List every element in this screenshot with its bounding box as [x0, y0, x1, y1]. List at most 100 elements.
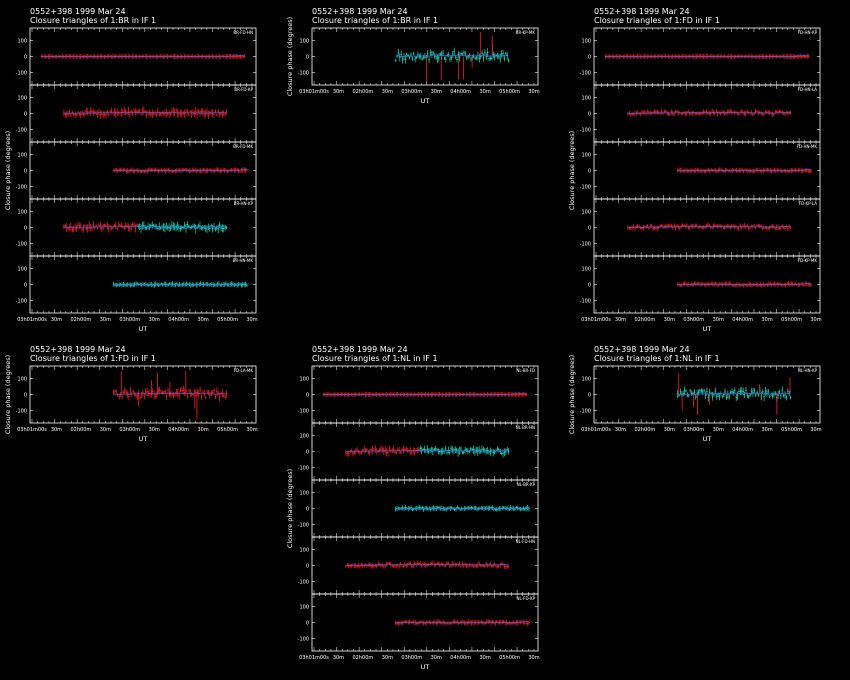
y-tick-label: 0: [24, 169, 27, 175]
y-tick-label: 100: [17, 39, 27, 45]
x-tick-label: 02h00m: [635, 317, 656, 323]
y-tick-label: 0: [588, 226, 591, 232]
y-tick-label: 100: [17, 153, 27, 159]
triangle-label: NL-BR-HN: [516, 425, 535, 430]
y-tick-label: 0: [306, 564, 309, 570]
triangle-strip-br-fd-kp: 100 0 -100 BR-FD-KP: [16, 84, 257, 143]
y-tick-label: -100: [298, 70, 309, 76]
x-tick-label: 30m: [246, 317, 257, 323]
triangle-strip-fd-hn-kp: 100 0 -100 FD-HN-KP: [580, 27, 821, 86]
x-tick-label: 30m: [382, 89, 393, 95]
triangle-strip-fd-kp-mk: 100 0 -100 FD-KP-MK: [580, 255, 821, 314]
x-tick-label: 03h01m00s: [299, 89, 329, 95]
triangle-strip-fd-hn-mk: 100 0 -100 FD-HN-MK: [580, 141, 821, 200]
y-tick-label: 0: [306, 450, 309, 456]
model-line: [627, 111, 791, 114]
model-line: [677, 282, 812, 285]
x-tick-label: 30m: [382, 655, 393, 661]
panel-title: 0552+398 1999 Mar 24: [30, 345, 126, 354]
x-tick-label: 03h01m00s: [581, 317, 611, 323]
y-tick-label: 0: [306, 507, 309, 513]
y-axis-label: Closure phase (degrees): [568, 131, 576, 210]
y-axis-label: Closure phase (degrees): [4, 131, 12, 210]
x-axis-label: UT: [139, 435, 148, 443]
x-tick-label: 02h00m: [353, 655, 374, 661]
x-tick-label: 02h00m: [353, 89, 374, 95]
x-tick-label: 30m: [528, 655, 539, 661]
triangle-strip-fd-hn-la: 100 0 -100 FD-HN-LA: [580, 84, 821, 143]
model-line: [627, 225, 791, 228]
x-tick-label: 05h00m: [217, 317, 238, 323]
x-tick-label: 03h01m00s: [17, 317, 47, 323]
y-tick-label: -100: [16, 298, 27, 304]
x-tick-label: 30m: [479, 89, 490, 95]
y-axis-label: Closure phase (degrees): [286, 469, 294, 548]
triangle-label: BR-KP-MK: [516, 30, 536, 35]
x-tick-label: 03h00m: [401, 655, 422, 661]
y-tick-label: 100: [299, 39, 309, 45]
panel-subtitle: Closure triangles of 1:NL in IF 1: [312, 354, 438, 363]
y-axis-label: Closure phase (degrees): [4, 355, 12, 434]
model-line: [677, 168, 812, 171]
x-tick-label: 30m: [615, 317, 626, 323]
triangle-label: FD-HN-LA: [798, 87, 818, 92]
panel-subtitle: Closure triangles of 1:FD in IF 1: [30, 354, 156, 363]
y-tick-label: 0: [306, 55, 309, 61]
triangle-strip-fd-kp-la: 100 0 -100 FD-KP-LA: [580, 198, 821, 257]
x-tick-label: 05h00m: [499, 655, 520, 661]
x-tick-label: 30m: [51, 317, 62, 323]
y-tick-label: 0: [24, 226, 27, 232]
x-tick-label: 04h00m: [168, 317, 189, 323]
y-tick-label: -100: [298, 579, 309, 585]
y-tick-label: 0: [306, 393, 309, 399]
triangle-label: BR-FD-HN: [233, 30, 253, 35]
x-tick-label: 30m: [431, 655, 442, 661]
panel-subtitle: Closure triangles of 1:BR in IF 1: [312, 16, 438, 25]
x-tick-label: 04h00m: [450, 655, 471, 661]
triangle-label: BR-FD-KP: [234, 87, 253, 92]
x-tick-label: 30m: [431, 89, 442, 95]
x-tick-label: 30m: [761, 317, 772, 323]
triangle-strip-nl-br-fd: 100 0 -100 NL-BR-FD: [298, 365, 539, 424]
y-tick-label: 100: [581, 267, 591, 273]
triangle-label: FD-HN-MK: [797, 144, 818, 149]
triangle-label: NL-BR-FD: [516, 368, 535, 373]
x-tick-label: 03h00m: [119, 427, 140, 433]
x-tick-label: 03h01m00s: [299, 655, 329, 661]
triangle-strip-br-hn-mk: 100 0 -100 BR-HN-MK: [16, 255, 257, 314]
model-line: [63, 111, 227, 114]
triangle-strip-nl-br-kp: 100 0 -100 NL-BR-KP: [298, 479, 539, 538]
triangle-label: FD-KP-LA: [799, 201, 818, 206]
y-tick-label: -100: [298, 465, 309, 471]
x-tick-label: 04h00m: [450, 89, 471, 95]
model-line: [345, 449, 509, 452]
x-tick-label: 02h00m: [71, 317, 92, 323]
panel-title: 0552+398 1999 Mar 24: [312, 345, 408, 354]
x-tick-label: 30m: [51, 427, 62, 433]
y-tick-label: -100: [298, 408, 309, 414]
y-tick-label: -100: [580, 298, 591, 304]
x-tick-label: 03h00m: [683, 317, 704, 323]
x-tick-label: 30m: [479, 655, 490, 661]
y-tick-label: 100: [17, 267, 27, 273]
panel-subtitle: Closure triangles of 1:FD in IF 1: [594, 16, 720, 25]
x-tick-label: 30m: [528, 89, 539, 95]
y-tick-label: -100: [16, 184, 27, 190]
model-line: [113, 392, 227, 395]
panel-title: 0552+398 1999 Mar 24: [30, 7, 126, 16]
x-tick-label: 03h01m00s: [17, 427, 47, 433]
x-axis-label: UT: [703, 325, 712, 333]
x-tick-label: 05h00m: [781, 317, 802, 323]
y-tick-label: -100: [580, 184, 591, 190]
y-tick-label: -100: [580, 241, 591, 247]
model-line: [113, 168, 248, 171]
y-tick-label: -100: [16, 408, 27, 414]
x-tick-label: 04h00m: [732, 317, 753, 323]
model-line: [323, 392, 527, 395]
y-tick-label: 0: [588, 112, 591, 118]
triangle-strip-nl-fd-hn: 100 0 -100 NL-FD-HN: [298, 536, 539, 595]
triangle-label: FD-HN-KP: [798, 30, 818, 35]
model-line: [605, 54, 809, 57]
